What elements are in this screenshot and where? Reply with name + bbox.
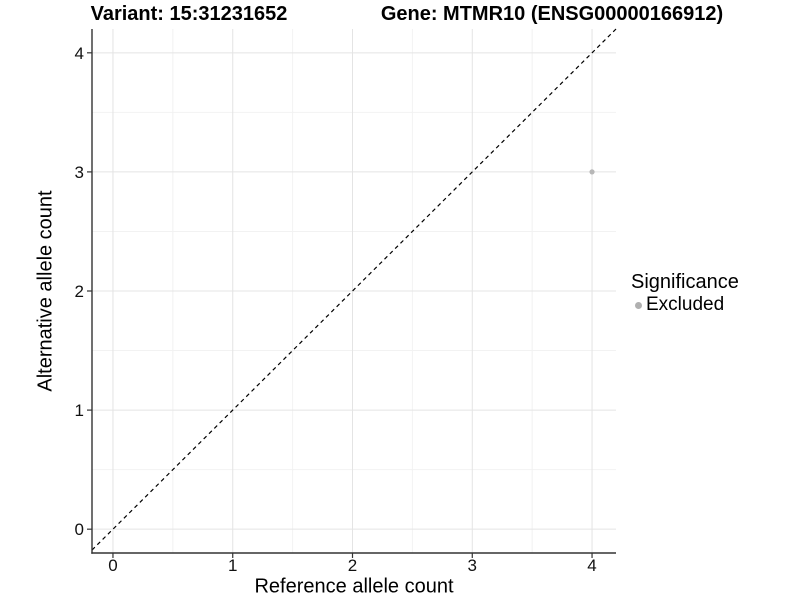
y-tick-label: 1 bbox=[75, 401, 84, 420]
excluded-point-icon bbox=[635, 301, 642, 309]
variant-title: Variant: 15:31231652 bbox=[90, 3, 288, 25]
x-tick-label: 0 bbox=[108, 556, 117, 575]
y-tick-label: 0 bbox=[75, 520, 84, 539]
x-tick-label: 1 bbox=[228, 556, 237, 575]
y-tick-label: 2 bbox=[75, 282, 84, 301]
legend: Significance Excluded bbox=[631, 271, 739, 316]
y-tick-label: 4 bbox=[75, 44, 84, 63]
identity-line bbox=[91, 28, 617, 551]
y-tick-label: 3 bbox=[75, 163, 84, 182]
x-tick-label: 3 bbox=[468, 556, 477, 575]
y-axis-title: Alternative allele count bbox=[34, 190, 57, 392]
legend-title: Significance bbox=[631, 271, 739, 293]
data-point bbox=[589, 169, 595, 175]
gene-title: Gene: MTMR10 (ENSG00000166912) bbox=[380, 3, 724, 25]
legend-item-label: Excluded bbox=[646, 294, 725, 315]
x-tick-label: 4 bbox=[587, 556, 596, 575]
legend-item-excluded: Excluded bbox=[635, 294, 739, 316]
x-tick-label: 2 bbox=[348, 556, 357, 575]
x-axis-title: Reference allele count bbox=[254, 575, 454, 598]
